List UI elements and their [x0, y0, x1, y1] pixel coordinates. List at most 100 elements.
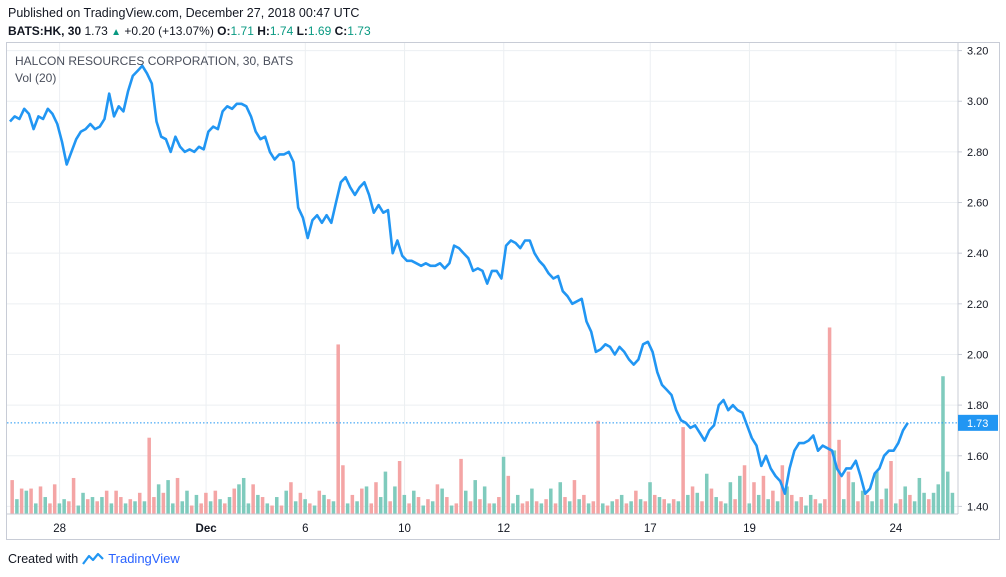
volume-bar	[81, 492, 85, 514]
volume-bar	[927, 499, 931, 514]
volume-bar	[572, 480, 577, 514]
volume-bar	[653, 494, 657, 514]
volume-bar	[360, 488, 364, 514]
legend-volume: Vol (20)	[15, 71, 56, 85]
volume-bar	[591, 501, 596, 514]
volume-bar	[171, 503, 175, 514]
volume-bar	[440, 488, 444, 514]
volume-bar	[832, 450, 837, 514]
volume-bar	[482, 486, 487, 514]
volume-bar	[941, 376, 945, 514]
volume-bar	[468, 501, 473, 514]
volume-bar	[818, 503, 822, 514]
volume-bar	[246, 503, 251, 514]
volume-bar	[38, 486, 43, 514]
volume-bar	[742, 465, 747, 514]
price-change: +0.20 (+13.07%)	[124, 24, 214, 38]
x-tick-label: 6	[302, 523, 308, 535]
volume-bar	[837, 439, 841, 514]
y-tick-label: 2.80	[967, 147, 988, 159]
open-label: O:	[217, 24, 231, 38]
volume-bar	[369, 503, 374, 514]
x-tick-label: 10	[398, 523, 411, 535]
volume-bar	[690, 486, 695, 514]
volume-bar	[478, 499, 482, 514]
volume-bar	[52, 484, 57, 514]
volume-bar	[501, 456, 506, 514]
volume-bar	[76, 505, 81, 514]
volume-bar	[147, 437, 151, 514]
volume-bar	[289, 482, 293, 514]
volume-bar	[251, 484, 255, 514]
published-line: Published on TradingView.com, December 2…	[8, 6, 360, 20]
last-price: 1.73	[84, 24, 108, 38]
volume-bar	[260, 497, 265, 514]
last-price-badge	[958, 414, 998, 431]
volume-bar	[241, 477, 246, 514]
volume-bar	[350, 494, 355, 514]
volume-bar	[794, 501, 799, 514]
volume-bar	[336, 344, 340, 514]
volume-bar	[534, 501, 539, 514]
volume-bar	[704, 473, 709, 514]
volume-bar	[827, 327, 832, 514]
volume-bar	[686, 494, 690, 514]
volume-bar	[860, 490, 865, 514]
volume-bar	[345, 503, 350, 514]
volume-bar	[48, 503, 52, 514]
volume-bar	[549, 488, 553, 514]
volume-bar	[227, 497, 232, 514]
x-axis: 28 Dec 6 10 12 17 19 24	[7, 513, 958, 535]
y-tick-label: 1.80	[967, 400, 988, 412]
close-label: C:	[334, 24, 348, 38]
volume-bar	[331, 501, 336, 514]
volume-bar	[95, 501, 99, 514]
volume-bar	[856, 501, 860, 514]
volume-bar	[180, 501, 185, 514]
volume-bar	[303, 499, 307, 514]
volume-bar	[799, 497, 803, 514]
volume-bar	[917, 477, 922, 514]
volume-bar	[638, 499, 643, 514]
volume-bar	[756, 494, 761, 514]
volume-bar	[90, 497, 95, 514]
volume-bar	[582, 494, 586, 514]
volume-bar	[156, 484, 161, 514]
volume-bar	[903, 486, 907, 514]
volume-bar	[657, 497, 662, 514]
volume-bar	[322, 494, 326, 514]
open-value: 1.71	[230, 24, 254, 38]
volume-bar	[605, 505, 610, 514]
y-tick-label: 3.20	[967, 46, 988, 58]
volume-bar	[445, 497, 449, 514]
volume-bar	[487, 503, 492, 514]
volume-bar	[931, 492, 936, 514]
legend-title: HALCON RESOURCES CORPORATION, 30, BATS	[15, 54, 293, 68]
volume-bar	[889, 461, 893, 514]
volume-bar	[213, 490, 218, 514]
volume-bar	[473, 480, 477, 514]
volume-bar	[870, 501, 874, 514]
volume-bar	[355, 501, 359, 514]
volume-bar	[19, 488, 24, 514]
volume-bar	[393, 486, 397, 514]
volume-bar	[945, 471, 950, 514]
x-tick-label: 12	[497, 523, 510, 535]
volume-bar	[610, 501, 614, 514]
volume-bar	[747, 503, 752, 514]
volume-bar	[208, 501, 213, 514]
price-chart[interactable]: 3.20 3.00 2.80 2.60 2.40 2.20 2.00 1.80 1.60 1.40…	[0, 0, 1006, 545]
volume-bar	[223, 503, 227, 514]
chart-frame[interactable]	[6, 42, 1000, 540]
volume-bar	[416, 497, 421, 514]
volume-bar	[256, 494, 260, 514]
volume-bar	[648, 482, 652, 514]
volume-bar	[312, 505, 317, 514]
volume-bar	[898, 499, 903, 514]
volume-bar	[265, 503, 270, 514]
volume-bar	[232, 488, 236, 514]
x-tick-label: 28	[53, 523, 66, 535]
tradingview-brand-link[interactable]: TradingView	[108, 551, 180, 566]
volume-bar	[317, 490, 322, 514]
volume-bar	[804, 505, 808, 514]
